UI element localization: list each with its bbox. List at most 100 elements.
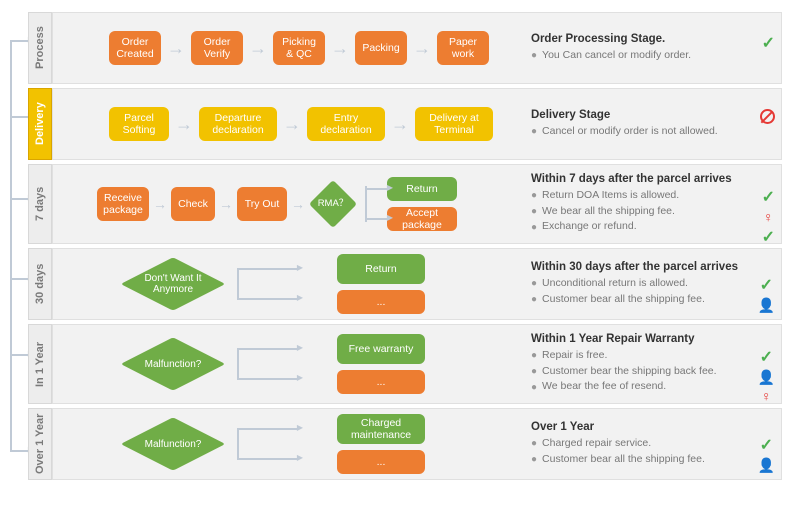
arrow-icon: → bbox=[219, 196, 233, 212]
info-bullet: ●Return DOA Items is allowed. bbox=[531, 188, 755, 204]
flow-1year: Malfunction? Free warranty ... bbox=[53, 325, 523, 403]
status-icons bbox=[760, 109, 775, 124]
info-1year: Within 1 Year Repair Warranty ●Repair is… bbox=[523, 327, 781, 401]
arrow-icon: → bbox=[249, 38, 267, 59]
arrow-icon: → bbox=[413, 38, 431, 59]
diamond-malfunction2: Malfunction? bbox=[123, 421, 223, 467]
node-accept: Accept package bbox=[387, 207, 457, 231]
info-bullet: ●Customer bear the shipping back fee. bbox=[531, 364, 755, 380]
node-more: ... bbox=[337, 450, 425, 474]
check-icon: ✓ bbox=[760, 435, 773, 455]
flow-30days: Don't Want It Anymore Return ... bbox=[53, 249, 523, 319]
info-bullet: ●You Can cancel or modify order. bbox=[531, 48, 755, 64]
info-bullet: ●Repair is free. bbox=[531, 348, 755, 364]
person-icon: 👤 bbox=[758, 369, 775, 386]
fork-30days bbox=[237, 254, 297, 314]
fork-7days bbox=[365, 174, 387, 234]
check-icon: ✓ bbox=[760, 347, 773, 367]
arrow-icon: → bbox=[291, 196, 305, 212]
check-icon: ✓ bbox=[760, 275, 773, 295]
node-return: Return bbox=[387, 177, 457, 201]
info-title: Within 30 days after the parcel arrives bbox=[531, 261, 755, 273]
info-bullet: ●Charged repair service. bbox=[531, 436, 755, 452]
flow-over1year: Malfunction? Charged maintenance ... bbox=[53, 409, 523, 479]
arrow-icon: → bbox=[283, 114, 301, 135]
info-bullet: ●We bear all the shipping fee. bbox=[531, 204, 755, 220]
panel-over1year: Malfunction? Charged maintenance ... Ove… bbox=[52, 408, 782, 480]
fork-over1year bbox=[237, 414, 297, 474]
info-title: Order Processing Stage. bbox=[531, 33, 755, 45]
info-7days: Within 7 days after the parcel arrives ●… bbox=[523, 167, 781, 241]
bulb-icon: ♀ bbox=[761, 388, 772, 404]
connector-lines bbox=[10, 40, 28, 452]
node-departure: Departure declaration bbox=[199, 107, 277, 141]
status-icons: ✓ 👤 ♀ bbox=[758, 347, 775, 404]
fork-targets-1year: Free warranty ... bbox=[337, 334, 425, 394]
node-receive: Receive package bbox=[97, 187, 149, 221]
info-bullet: ●Customer bear all the shipping fee. bbox=[531, 452, 755, 468]
check-icon: ✓ bbox=[762, 187, 775, 207]
arrow-icon: → bbox=[391, 114, 409, 135]
side-label-process: Process bbox=[28, 12, 52, 84]
info-delivery: Delivery Stage ●Cancel or modify order i… bbox=[523, 103, 781, 146]
person-icon: 👤 bbox=[758, 297, 775, 314]
node-picking-qc: Picking & QC bbox=[273, 31, 325, 65]
node-order-verify: Order Verify bbox=[191, 31, 243, 65]
info-process: Order Processing Stage. ●You Can cancel … bbox=[523, 27, 781, 70]
info-title: Within 1 Year Repair Warranty bbox=[531, 333, 755, 345]
arrow-icon: → bbox=[175, 114, 193, 135]
fork-targets-30days: Return ... bbox=[337, 254, 425, 314]
status-icons: ✓ 👤 bbox=[758, 435, 775, 474]
row-30days: 30 days Don't Want It Anymore Return ... bbox=[28, 248, 782, 320]
side-label-over1year: Over 1 Year bbox=[28, 408, 52, 480]
flow-7days: Receive package → Check → Try Out → RMA？… bbox=[53, 165, 523, 243]
info-bullet: ●Unconditional return is allowed. bbox=[531, 276, 755, 292]
check-icon: ✓ bbox=[762, 227, 775, 247]
arrow-icon: → bbox=[331, 38, 349, 59]
arrow-icon: → bbox=[167, 38, 185, 59]
status-icons: ✓ ♀ ✓ bbox=[762, 187, 775, 247]
side-label-7days: 7 days bbox=[28, 164, 52, 244]
status-icons: ✓ 👤 bbox=[758, 275, 775, 314]
side-label-1year: In 1 Year bbox=[28, 324, 52, 404]
panel-30days: Don't Want It Anymore Return ... Within … bbox=[52, 248, 782, 320]
diamond-rma: RMA？ bbox=[309, 180, 357, 228]
side-label-delivery: Delivery bbox=[28, 88, 52, 160]
status-icons: ✓ bbox=[762, 33, 775, 53]
fork-targets-7days: Return Accept package bbox=[387, 177, 457, 231]
prohibited-icon bbox=[760, 109, 775, 124]
node-more: ... bbox=[337, 290, 425, 314]
bulb-icon: ♀ bbox=[763, 209, 774, 225]
info-over1year: Over 1 Year ●Charged repair service. ●Cu… bbox=[523, 415, 781, 474]
fork-targets-over1year: Charged maintenance ... bbox=[337, 414, 425, 474]
node-parcel-softing: Parcel Softing bbox=[109, 107, 169, 141]
node-paperwork: Paper work bbox=[437, 31, 489, 65]
node-tryout: Try Out bbox=[237, 187, 287, 221]
check-icon: ✓ bbox=[762, 33, 775, 53]
node-return: Return bbox=[337, 254, 425, 284]
person-icon: 👤 bbox=[758, 457, 775, 474]
row-delivery: Delivery Parcel Softing → Departure decl… bbox=[28, 88, 782, 160]
node-entry: Entry declaration bbox=[307, 107, 385, 141]
node-delivery-terminal: Delivery at Terminal bbox=[415, 107, 493, 141]
row-7days: 7 days Receive package → Check → Try Out… bbox=[28, 164, 782, 244]
info-title: Within 7 days after the parcel arrives bbox=[531, 173, 755, 185]
node-order-created: Order Created bbox=[109, 31, 161, 65]
panel-1year: Malfunction? Free warranty ... Within 1 … bbox=[52, 324, 782, 404]
info-30days: Within 30 days after the parcel arrives … bbox=[523, 255, 781, 314]
arrow-icon: → bbox=[153, 196, 167, 212]
flow-delivery: Parcel Softing → Departure declaration →… bbox=[53, 89, 523, 159]
info-bullet: ●Customer bear all the shipping fee. bbox=[531, 292, 755, 308]
info-title: Delivery Stage bbox=[531, 109, 755, 121]
node-more: ... bbox=[337, 370, 425, 394]
node-free-warranty: Free warranty bbox=[337, 334, 425, 364]
node-charged-maintenance: Charged maintenance bbox=[337, 414, 425, 444]
panel-7days: Receive package → Check → Try Out → RMA？… bbox=[52, 164, 782, 244]
diamond-dontwant: Don't Want It Anymore bbox=[123, 261, 223, 307]
info-bullet: ●Exchange or refund. bbox=[531, 219, 755, 235]
row-process: Process Order Created → Order Verify → P… bbox=[28, 12, 782, 84]
info-bullet: ●We bear the fee of resend. bbox=[531, 379, 755, 395]
side-label-30days: 30 days bbox=[28, 248, 52, 320]
panel-delivery: Parcel Softing → Departure declaration →… bbox=[52, 88, 782, 160]
node-check: Check bbox=[171, 187, 215, 221]
